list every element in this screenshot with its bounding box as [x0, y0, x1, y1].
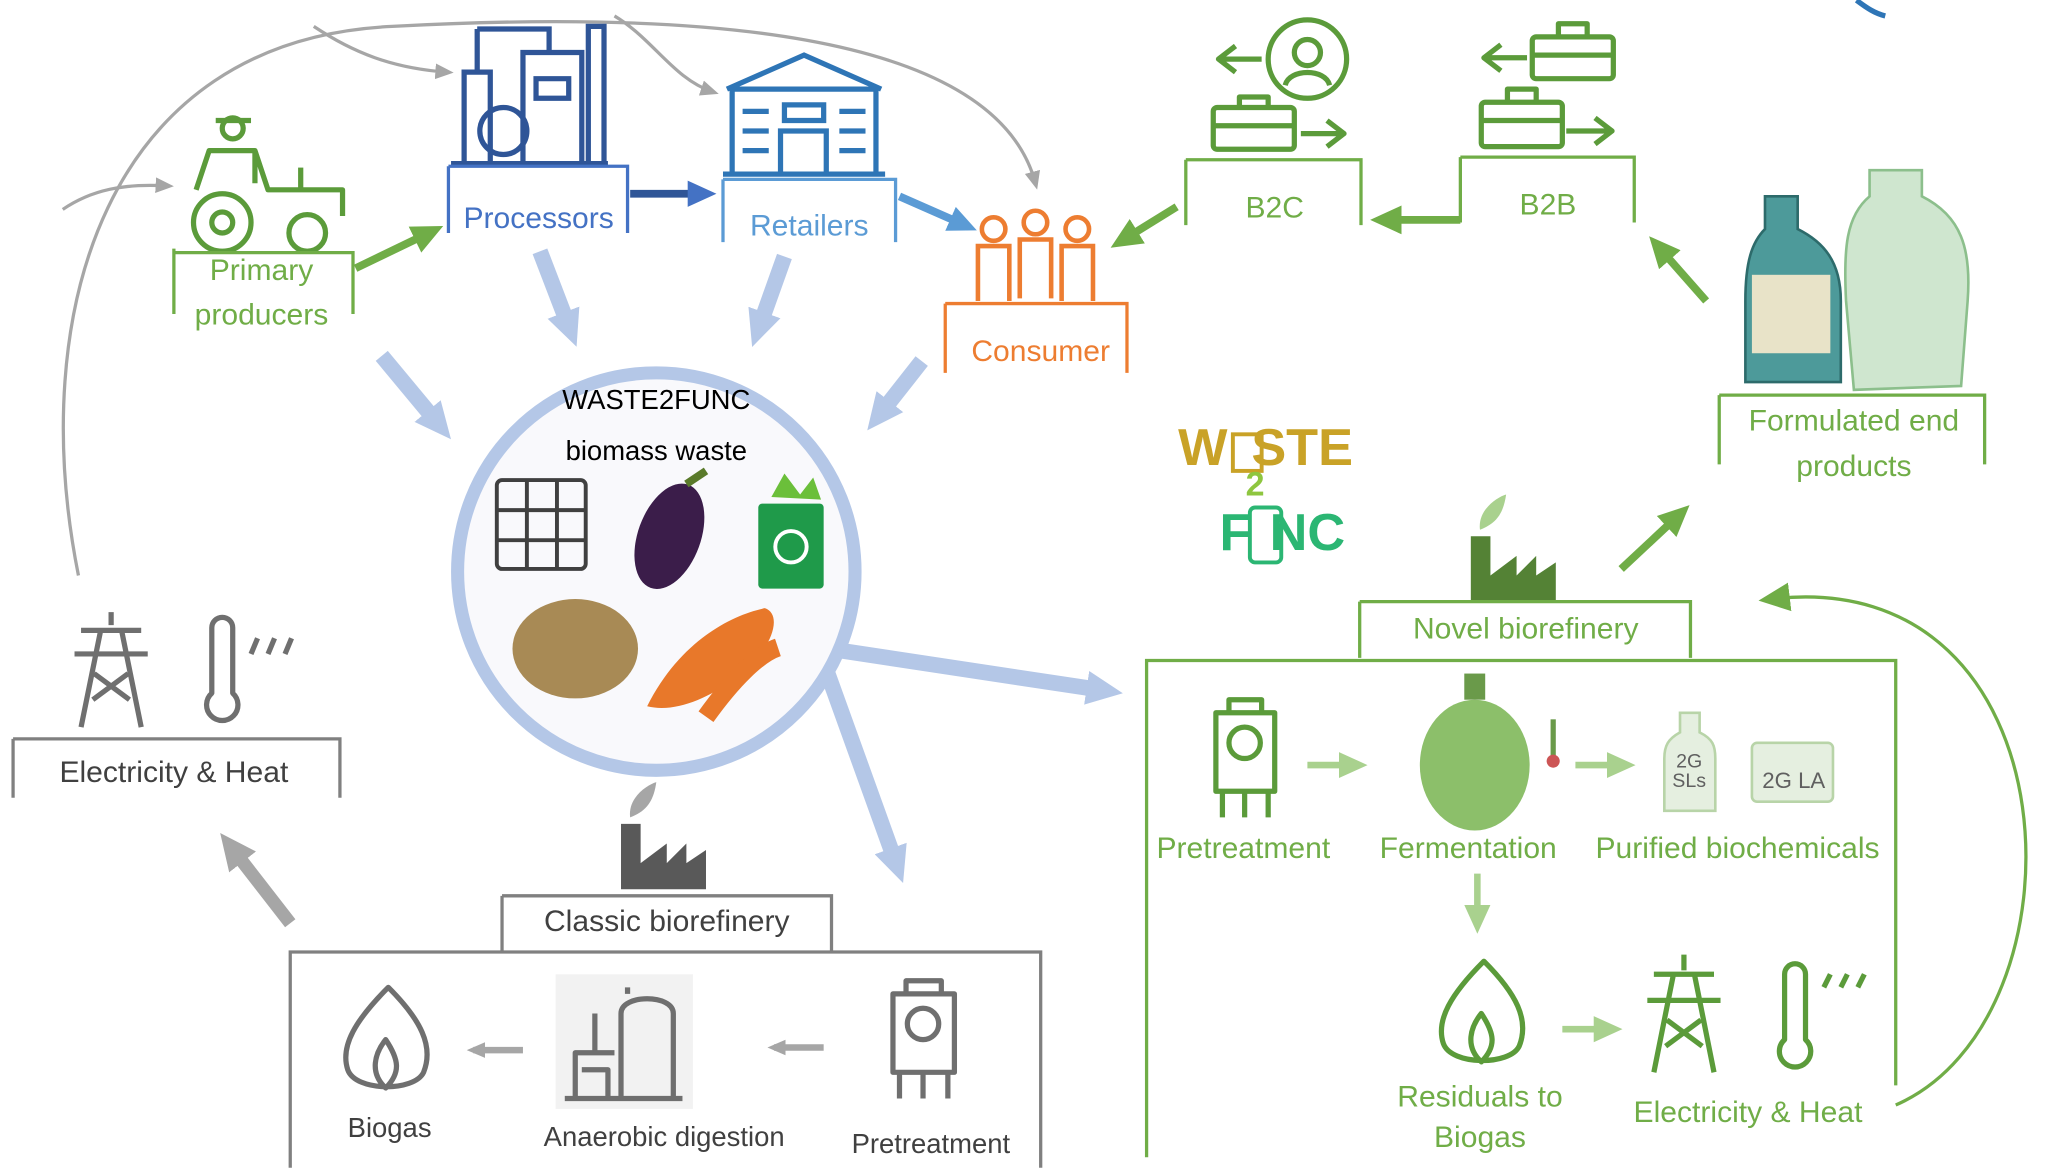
label: Formulated end	[1749, 404, 1960, 437]
step-label: Anaerobic digestion	[544, 1121, 785, 1152]
shape	[758, 256, 784, 329]
shape	[382, 356, 440, 425]
factory-icon	[1471, 494, 1556, 601]
shape	[1024, 211, 1048, 235]
label: products	[1796, 450, 1911, 483]
pretreatment-icon	[893, 981, 954, 1099]
shape	[630, 782, 656, 817]
label: Retailers	[750, 210, 869, 243]
thermometer-icon	[207, 617, 292, 720]
shape	[1547, 755, 1560, 768]
fermenter-icon	[1420, 674, 1560, 831]
waste-subtitle: biomass waste	[566, 435, 747, 466]
label: B2B	[1520, 189, 1577, 222]
tractor-icon	[193, 118, 342, 251]
title: Classic biorefinery	[544, 905, 790, 938]
shape	[513, 599, 639, 698]
step-label: Purified biochemicals	[1596, 832, 1880, 865]
arrow	[1658, 246, 1706, 301]
arrow	[1621, 514, 1680, 569]
shape	[1481, 102, 1562, 146]
factory-icon	[621, 782, 706, 889]
thermometer-icon	[1779, 964, 1864, 1067]
retailer-icon	[723, 55, 885, 174]
text: 2G LA	[1762, 768, 1825, 793]
shape	[1480, 494, 1506, 529]
text: NC	[1270, 504, 1346, 562]
step-label: Fermentation	[1380, 832, 1557, 865]
shape	[1066, 217, 1090, 241]
shape	[1471, 536, 1556, 601]
title: Novel biorefinery	[1413, 612, 1639, 645]
shape	[588, 26, 604, 163]
step-label: Pretreatment	[1156, 832, 1330, 865]
waste-title: WASTE2FUNC	[562, 384, 750, 415]
corner-swoosh	[1857, 0, 1886, 16]
shape	[837, 650, 1105, 691]
step-label: Electricity & Heat	[1634, 1096, 1864, 1129]
shape	[781, 105, 827, 174]
flame-icon	[1441, 961, 1522, 1062]
label: Processors	[463, 202, 613, 235]
step-label: Biogas	[1434, 1121, 1526, 1154]
b2c-icon	[1213, 20, 1346, 149]
flame-icon	[346, 987, 427, 1088]
shape	[1268, 20, 1346, 98]
arrow	[1122, 207, 1177, 241]
label: producers	[195, 299, 329, 332]
shape	[1229, 727, 1260, 758]
shape	[196, 151, 342, 216]
shape	[982, 217, 1006, 241]
shape	[1285, 72, 1329, 85]
text: 2	[1246, 466, 1265, 504]
bottles-icon	[1745, 170, 1968, 390]
page: Primary producers Processors Retailers C…	[0, 0, 2050, 1168]
shape	[289, 215, 326, 252]
arrow	[356, 232, 432, 269]
step-label: Residuals to	[1397, 1080, 1562, 1113]
pylon-icon	[75, 612, 148, 727]
processor-icon	[451, 26, 608, 163]
step-label: Pretreatment	[852, 1128, 1011, 1159]
shape	[1420, 700, 1530, 831]
shape	[907, 1008, 938, 1039]
shape	[212, 212, 233, 233]
arrow	[231, 847, 290, 923]
arrow	[899, 196, 964, 225]
b2b-icon	[1481, 24, 1613, 147]
shape	[540, 251, 570, 329]
text: STE	[1251, 419, 1353, 477]
shape	[1752, 275, 1830, 353]
label: Electricity & Heat	[59, 756, 289, 789]
la-container: 2G LA	[1752, 743, 1833, 802]
label: Primary	[210, 254, 314, 287]
shape	[879, 361, 922, 416]
label: Consumer	[971, 335, 1110, 368]
digester-icon	[556, 974, 693, 1109]
label: B2C	[1245, 191, 1303, 224]
shape	[621, 824, 706, 889]
shape	[758, 504, 823, 589]
shape	[1845, 170, 1968, 390]
shape	[1213, 97, 1294, 126]
step-label: Biogas	[348, 1112, 432, 1143]
shape	[826, 670, 897, 866]
consumer-icon	[978, 211, 1093, 301]
shape	[193, 194, 251, 252]
shape	[1464, 674, 1485, 700]
shape	[1294, 39, 1320, 65]
shape	[978, 240, 1093, 301]
pretreatment-icon	[1216, 700, 1275, 818]
shape	[63, 185, 168, 209]
text: F	[1220, 504, 1252, 562]
shape	[723, 55, 885, 174]
logo: W STE 2 F NC	[1178, 419, 1353, 562]
diagram: Primary producers Processors Retailers C…	[0, 0, 2050, 1168]
text: W	[1178, 419, 1228, 477]
sls-bottle: 2G SLs	[1664, 713, 1715, 811]
pylon-icon	[1647, 955, 1720, 1073]
shape	[480, 107, 527, 154]
text: SLs	[1672, 770, 1706, 792]
shape	[1484, 45, 1612, 144]
